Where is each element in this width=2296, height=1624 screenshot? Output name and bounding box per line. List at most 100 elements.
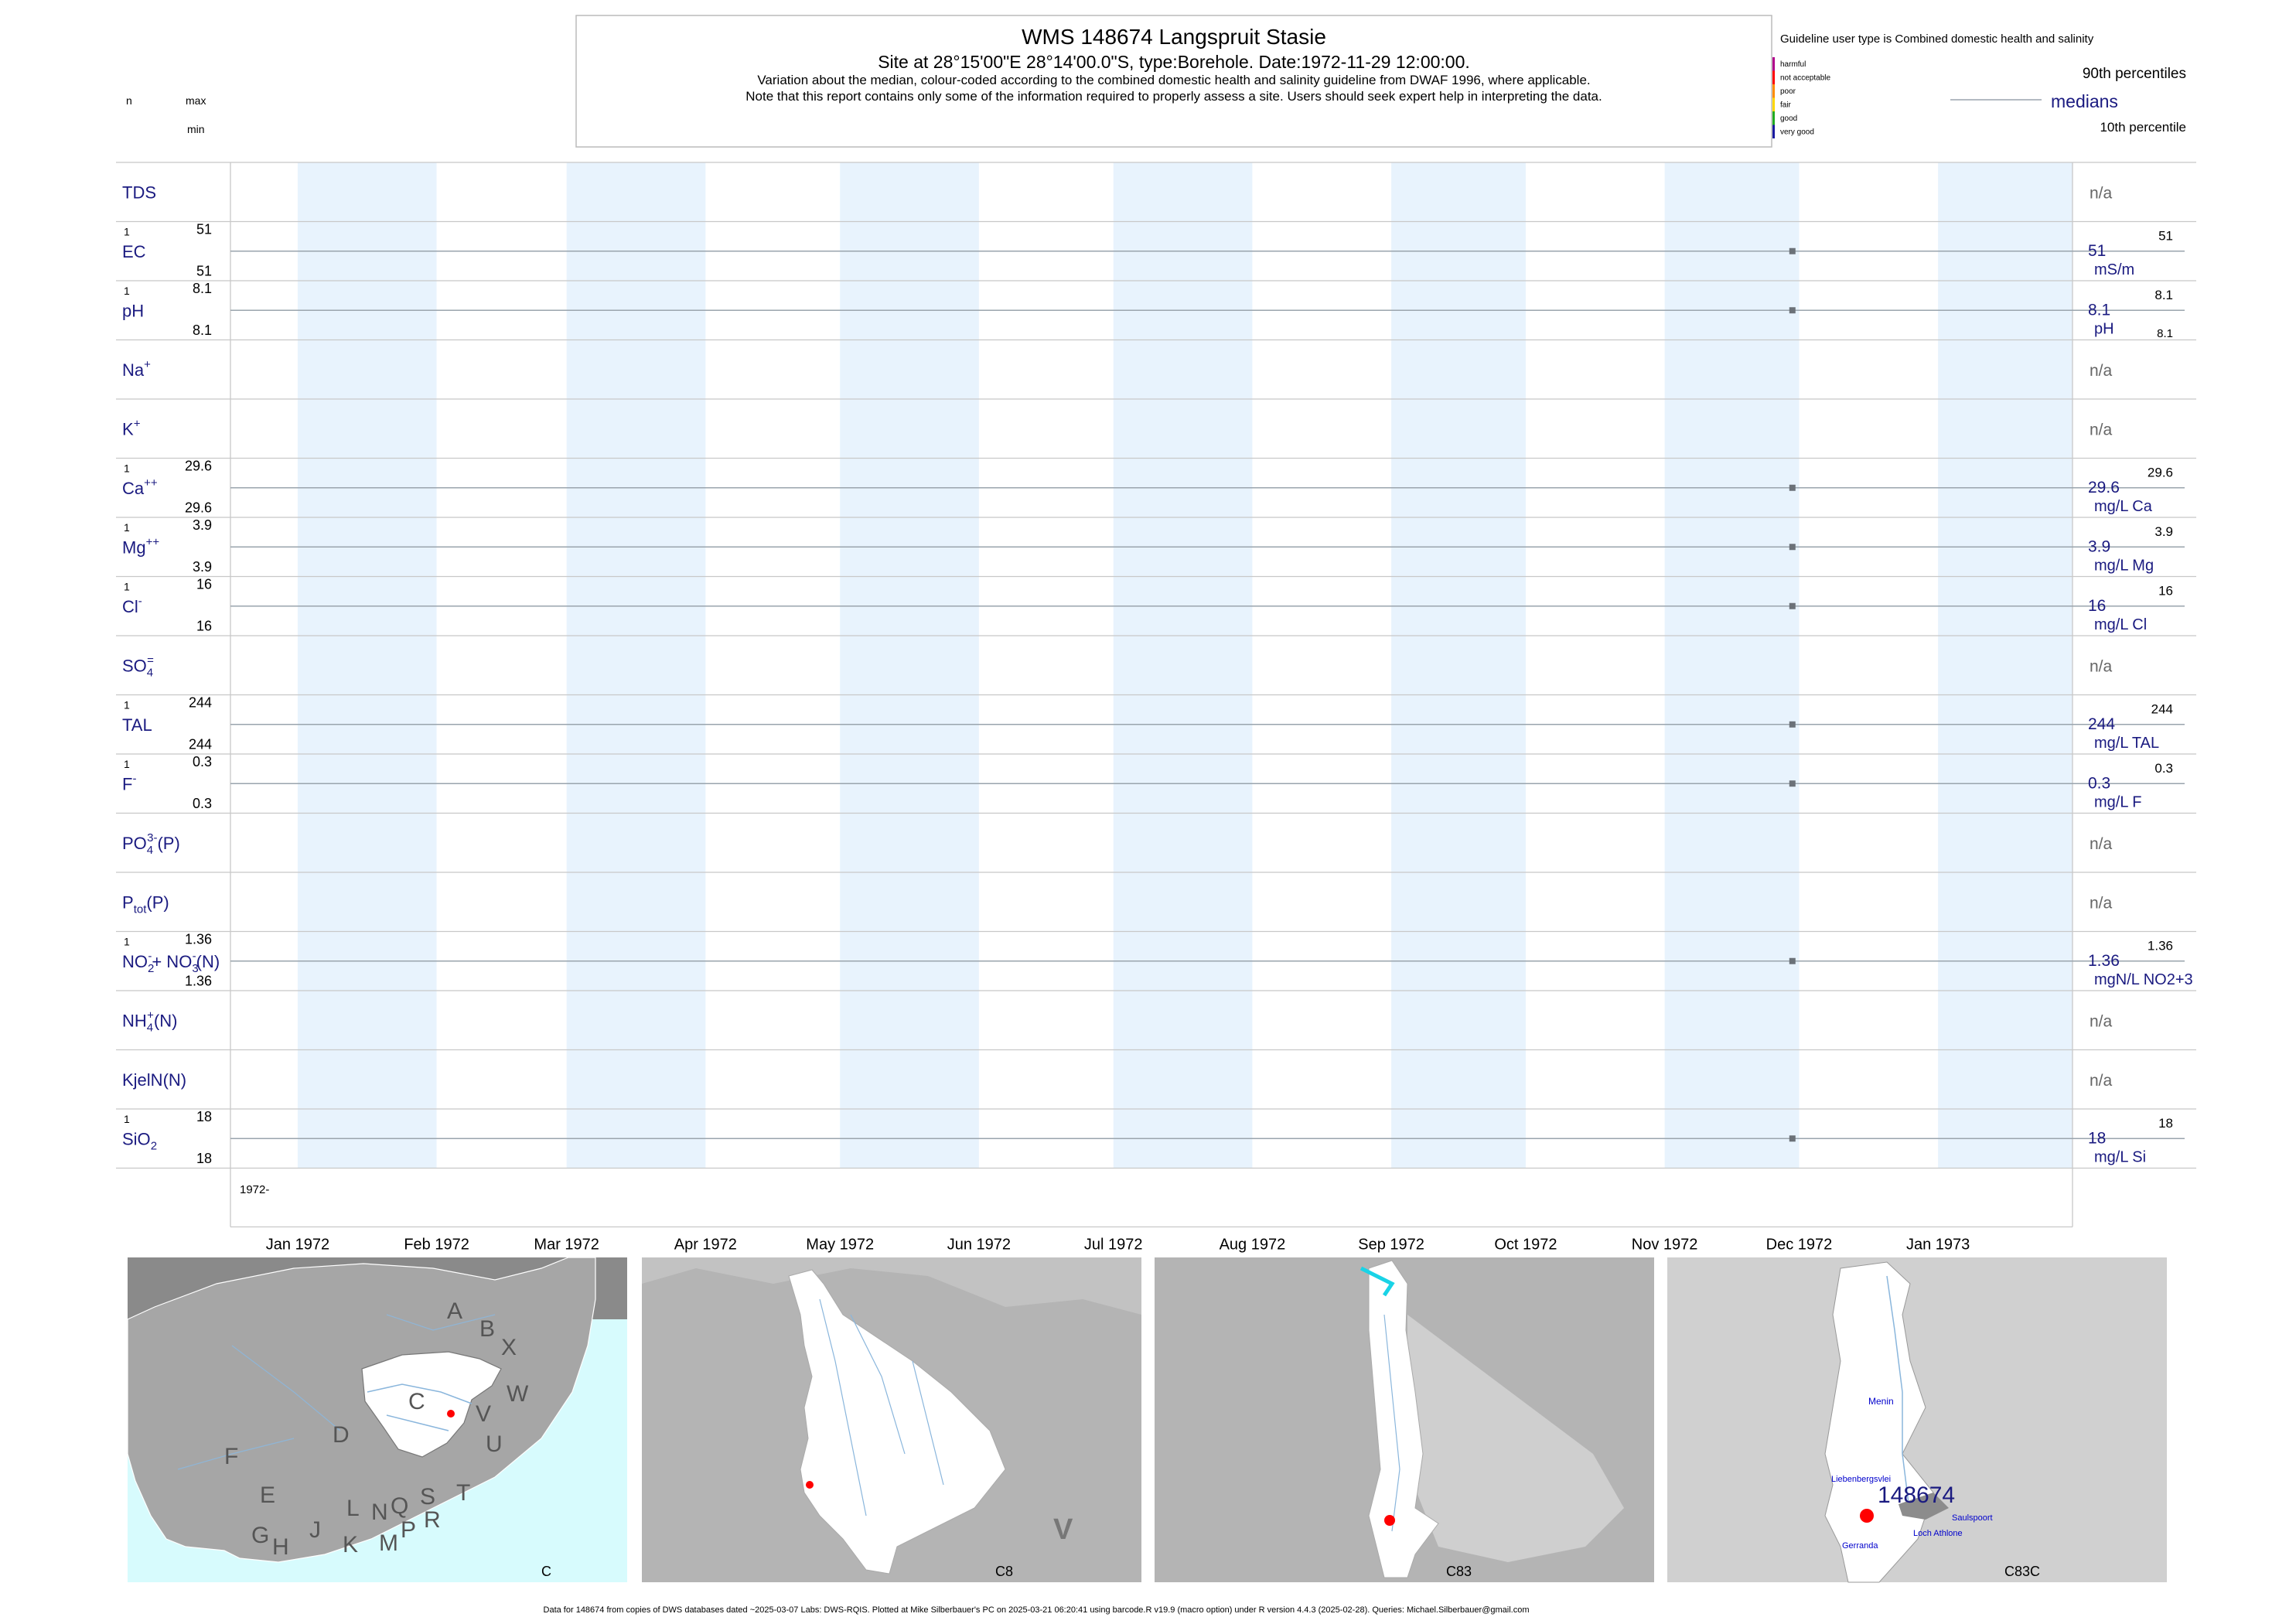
- class-swatch: [1772, 57, 1775, 71]
- na-label: n/a: [2090, 1072, 2113, 1090]
- month-band: [1391, 162, 1526, 1169]
- place-menin: Menin: [1868, 1396, 1894, 1407]
- median-value: 29.6: [2088, 479, 2120, 496]
- median-value: 244: [2088, 715, 2115, 733]
- parameter-label: pH: [122, 301, 144, 320]
- parameter-label: Ptot(P): [122, 892, 169, 916]
- note-line-2: Note that this report contains only some…: [745, 89, 1602, 104]
- row-max: 29.6: [185, 459, 212, 474]
- unit-label: mg/L Cl: [2094, 616, 2147, 633]
- p90-value: 29.6: [2148, 466, 2173, 480]
- class-swatch: [1772, 70, 1775, 84]
- region-label-J: J: [309, 1517, 321, 1543]
- guideline-title: Guideline user type is Combined domestic…: [1780, 32, 2094, 46]
- region-label-F: F: [224, 1444, 238, 1469]
- region-label-U: U: [486, 1431, 503, 1457]
- map-C8-region-label: V: [1053, 1513, 1073, 1546]
- row-max: 244: [189, 695, 212, 711]
- sample-point: [1789, 780, 1796, 787]
- parameter-label: NH4+(N): [122, 1008, 177, 1034]
- region-label-R: R: [424, 1507, 441, 1533]
- map-drainage-region-C83: C83: [1155, 1257, 1654, 1582]
- parameter-label: TAL: [122, 715, 152, 735]
- parameter-label: EC: [122, 242, 146, 261]
- map-C83-caption: C83: [1446, 1564, 1472, 1579]
- unit-label: mgN/L NO2+3: [2094, 971, 2193, 988]
- sample-count: 1: [124, 936, 130, 948]
- region-label-L: L: [346, 1496, 360, 1521]
- median-value: 16: [2088, 597, 2106, 615]
- sample-point: [1789, 544, 1796, 551]
- map-C83C-caption: C83C: [2004, 1564, 2040, 1579]
- sample-count: 1: [124, 285, 130, 297]
- sample-count: 1: [124, 581, 130, 593]
- station-marker-C: [447, 1410, 455, 1418]
- station-id-label: 148674: [1878, 1482, 1955, 1508]
- row-po4-p-: PO43-(P) n/a: [122, 831, 2113, 857]
- map-C8-caption: C8: [995, 1564, 1013, 1579]
- p90-value: 51: [2158, 229, 2173, 244]
- region-label-N: N: [371, 1499, 388, 1525]
- region-label-P: P: [401, 1517, 416, 1543]
- row-max: 1.36: [185, 932, 212, 947]
- min-header: min: [187, 123, 205, 135]
- x-tick-label: Jul 1972: [1084, 1237, 1143, 1254]
- report-title: WMS 148674 Langspruit Stasie: [1022, 25, 1326, 49]
- p90-value: 1.36: [2148, 939, 2173, 954]
- x-start-label: 1972-: [240, 1183, 269, 1196]
- month-band: [1938, 162, 2073, 1169]
- region-label-W: W: [507, 1381, 529, 1407]
- row-min: 244: [189, 737, 212, 752]
- row-min: 51: [196, 264, 212, 279]
- sample-point: [1789, 957, 1796, 964]
- parameter-label: Ca++: [122, 476, 158, 498]
- map-quaternary-C83C: 148674 Menin Liebenbergsvlei Saulspoort …: [1667, 1257, 2167, 1583]
- row-max: 0.3: [193, 754, 212, 769]
- x-tick-label: Feb 1972: [404, 1237, 469, 1254]
- x-tick-label: Mar 1972: [534, 1237, 599, 1254]
- x-tick-label: Oct 1972: [1494, 1237, 1557, 1254]
- region-label-M: M: [379, 1530, 398, 1556]
- x-tick-label: May 1972: [806, 1237, 874, 1254]
- row-min: 1.36: [185, 974, 212, 989]
- region-label-B: B: [479, 1316, 495, 1342]
- sample-count: 1: [124, 462, 130, 475]
- region-label-H: H: [272, 1534, 289, 1560]
- class-label: poor: [1780, 87, 1796, 96]
- map-drainage-region-C8: V C8: [642, 1257, 1141, 1582]
- row-min: 29.6: [185, 500, 212, 516]
- sample-point: [1789, 247, 1796, 254]
- month-band: [1664, 162, 1800, 1169]
- na-label: n/a: [2090, 1012, 2113, 1030]
- place-saulspoort: Saulspoort: [1952, 1513, 1993, 1523]
- x-tick-label: Dec 1972: [1766, 1237, 1833, 1254]
- place-liebenbergsvlei: Liebenbergsvlei: [1831, 1475, 1891, 1484]
- class-label: not acceptable: [1780, 74, 1830, 83]
- region-label-S: S: [420, 1484, 435, 1510]
- na-label: n/a: [2090, 657, 2113, 675]
- row-min: 18: [196, 1151, 212, 1166]
- p10-value: 8.1: [2157, 327, 2173, 340]
- site-line: Site at 28°15'00"E 28°14'00.0"S, type:Bo…: [878, 52, 1470, 72]
- class-swatch: [1772, 111, 1775, 125]
- row-min: 8.1: [193, 322, 212, 338]
- class-swatch: [1772, 97, 1775, 111]
- median-value: 0.3: [2088, 774, 2110, 792]
- legend-p10: 10th percentile: [2100, 120, 2186, 135]
- month-band: [566, 162, 706, 1169]
- max-header: max: [186, 94, 206, 107]
- row-max: 51: [196, 222, 212, 237]
- sample-count: 1: [124, 758, 130, 770]
- unit-label: mg/L Si: [2094, 1148, 2146, 1165]
- footer-note: Data for 148674 from copies of DWS datab…: [544, 1605, 1530, 1615]
- region-label-Q: Q: [391, 1493, 408, 1519]
- x-tick-label: Jun 1972: [947, 1237, 1011, 1254]
- unit-label: mg/L Mg: [2094, 557, 2154, 574]
- na-label: n/a: [2090, 835, 2113, 853]
- na-label: n/a: [2090, 362, 2113, 380]
- median-value: 51: [2088, 242, 2106, 260]
- region-label-K: K: [343, 1532, 358, 1557]
